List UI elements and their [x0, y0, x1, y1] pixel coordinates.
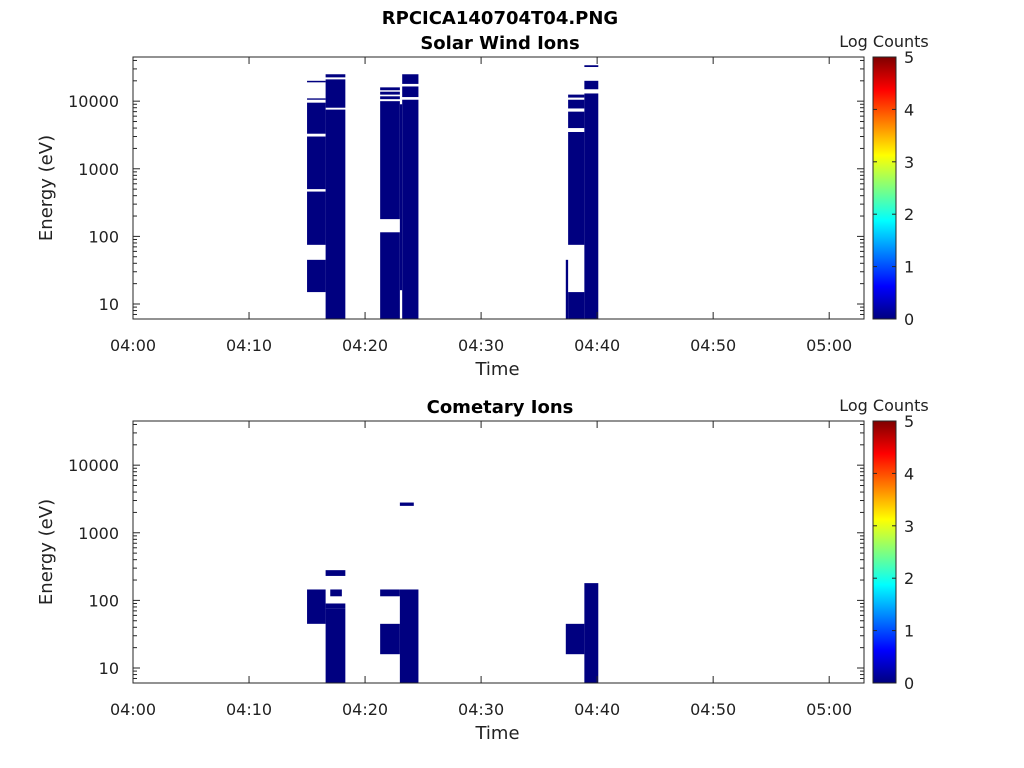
x-tick-label: 05:00 [806, 700, 852, 719]
plot-frame [132, 56, 865, 320]
colorbar-tick-label: 2 [904, 569, 914, 588]
x-tick-label: 04:30 [458, 336, 504, 355]
heatmap-cell [568, 131, 585, 245]
colorbar-tick-label: 4 [904, 464, 914, 483]
colorbar-gradient [872, 420, 897, 684]
x-tick-label: 04:20 [342, 336, 388, 355]
heatmap-cell [325, 570, 346, 576]
x-tick-label: 04:00 [110, 700, 156, 719]
x-tick-label: 04:40 [574, 700, 620, 719]
x-tick-label: 04:40 [574, 336, 620, 355]
colorbar-tick-label: 1 [904, 258, 914, 277]
heatmap-cell [584, 80, 599, 90]
heatmap-cell [325, 79, 346, 108]
solar-wind-ions-title: Solar Wind Ions [420, 33, 579, 54]
x-tick-label: 04:10 [226, 700, 272, 719]
heatmap-cell [380, 87, 400, 91]
heatmap-cell [380, 232, 400, 319]
heatmap-cell [402, 86, 419, 98]
heatmap-cell [307, 136, 326, 190]
heatmap-cell [307, 80, 326, 83]
heatmap-cell [380, 96, 400, 100]
heatmap-cell [307, 98, 326, 100]
y-axis-ticks [133, 59, 864, 320]
colorbar-tick-label: 2 [904, 205, 914, 224]
colorbar-tick-label: 4 [904, 100, 914, 119]
colorbar-tick-label: 1 [904, 622, 914, 641]
heatmap-cell [402, 74, 419, 84]
heatmap-cell [584, 65, 599, 68]
y-axis-ticks [133, 423, 864, 684]
heatmap-cell [565, 259, 569, 319]
colorbar-tick-label: 5 [904, 412, 914, 431]
heatmap-cells [307, 502, 599, 683]
colorbar-tick-label: 3 [904, 517, 914, 536]
heatmap-cell [307, 259, 326, 293]
plot-area [133, 421, 864, 683]
heatmap-cell [307, 191, 326, 245]
heatmap-cell [399, 589, 419, 683]
colorbar-tick-label: 3 [904, 153, 914, 172]
x-tick-label: 04:10 [226, 336, 272, 355]
y-tick-label: 1000 [78, 160, 119, 179]
colorbar-tick-label: 5 [904, 48, 914, 67]
x-tick-label: 04:20 [342, 700, 388, 719]
y-tick-label: 10 [99, 659, 119, 678]
heatmap-cells [307, 65, 599, 320]
heatmap-cell [402, 99, 419, 320]
x-axis-label: Time [474, 723, 519, 744]
heatmap-cell [325, 74, 346, 78]
colorbar-label: Log Counts [839, 396, 929, 415]
heatmap-cell [380, 623, 400, 655]
colorbar-tick-label: 0 [904, 310, 914, 329]
y-tick-label: 10000 [68, 92, 119, 111]
x-axis-label: Time [474, 359, 519, 380]
colorbar-label: Log Counts [839, 32, 929, 51]
y-tick-label: 10 [99, 295, 119, 314]
figure-title: RPCICA140704T04.PNG [382, 8, 618, 29]
heatmap-cell [568, 99, 585, 109]
heatmap-cell [565, 623, 585, 655]
heatmap-cell [399, 502, 414, 506]
y-tick-label: 100 [88, 591, 119, 610]
heatmap-cell [568, 292, 585, 319]
heatmap-cell [330, 589, 342, 597]
cometary-ions-title: Cometary Ions [427, 397, 574, 418]
y-axis-label: Energy (eV) [36, 499, 57, 605]
colorbar-gradient [872, 56, 897, 320]
plot-frame [132, 420, 865, 684]
y-tick-label: 100 [88, 227, 119, 246]
heatmap-cell [380, 91, 400, 95]
x-tick-label: 04:00 [110, 336, 156, 355]
plot-area [133, 57, 864, 319]
heatmap-cell [325, 109, 346, 319]
heatmap-cell [399, 104, 403, 291]
x-tick-label: 04:50 [690, 700, 736, 719]
heatmap-cell [584, 583, 599, 683]
heatmap-cell [380, 101, 400, 220]
heatmap-cell [325, 603, 346, 609]
y-tick-label: 1000 [78, 524, 119, 543]
colorbar-tick-label: 0 [904, 674, 914, 693]
y-axis-label: Energy (eV) [36, 135, 57, 241]
x-tick-label: 04:50 [690, 336, 736, 355]
x-tick-label: 04:30 [458, 700, 504, 719]
heatmap-cell [584, 93, 599, 320]
heatmap-cell [307, 102, 326, 134]
heatmap-cell [307, 589, 326, 624]
y-tick-label: 10000 [68, 456, 119, 475]
heatmap-cell [325, 608, 346, 683]
heatmap-cell [380, 589, 400, 597]
x-tick-label: 05:00 [806, 336, 852, 355]
heatmap-cell [568, 94, 585, 98]
heatmap-cell [568, 111, 585, 129]
